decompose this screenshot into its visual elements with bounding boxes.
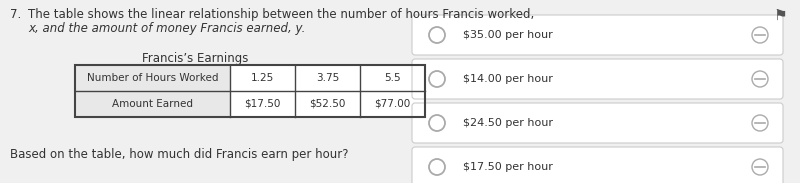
- FancyBboxPatch shape: [412, 103, 783, 143]
- Text: 5.5: 5.5: [384, 73, 401, 83]
- Text: Number of Hours Worked: Number of Hours Worked: [86, 73, 218, 83]
- Text: Based on the table, how much did Francis earn per hour?: Based on the table, how much did Francis…: [10, 148, 349, 161]
- Text: $35.00 per hour: $35.00 per hour: [463, 30, 553, 40]
- Circle shape: [752, 115, 768, 131]
- Circle shape: [429, 159, 445, 175]
- Text: 3.75: 3.75: [316, 73, 339, 83]
- Text: 7.: 7.: [10, 8, 22, 21]
- Circle shape: [752, 71, 768, 87]
- FancyBboxPatch shape: [412, 147, 783, 183]
- Text: x, and the amount of money Francis earned, y.: x, and the amount of money Francis earne…: [28, 22, 306, 35]
- Circle shape: [429, 71, 445, 87]
- Text: $24.50 per hour: $24.50 per hour: [463, 118, 553, 128]
- Circle shape: [429, 115, 445, 131]
- Bar: [360, 65, 425, 117]
- Text: Amount Earned: Amount Earned: [112, 99, 193, 109]
- Text: The table shows the linear relationship between the number of hours Francis work: The table shows the linear relationship …: [28, 8, 534, 21]
- Text: ⚑: ⚑: [774, 8, 787, 23]
- Circle shape: [429, 27, 445, 43]
- Text: $77.00: $77.00: [374, 99, 410, 109]
- Circle shape: [752, 27, 768, 43]
- Text: Francis’s Earnings: Francis’s Earnings: [142, 52, 248, 65]
- Text: $17.50: $17.50: [244, 99, 281, 109]
- FancyBboxPatch shape: [412, 59, 783, 99]
- Text: $17.50 per hour: $17.50 per hour: [463, 162, 553, 172]
- FancyBboxPatch shape: [412, 15, 783, 55]
- Bar: [75, 65, 425, 117]
- Text: 1.25: 1.25: [251, 73, 274, 83]
- Bar: [295, 65, 360, 117]
- Text: $14.00 per hour: $14.00 per hour: [463, 74, 553, 84]
- Text: $52.50: $52.50: [310, 99, 346, 109]
- Bar: [230, 65, 295, 117]
- Bar: [75, 65, 230, 117]
- Circle shape: [752, 159, 768, 175]
